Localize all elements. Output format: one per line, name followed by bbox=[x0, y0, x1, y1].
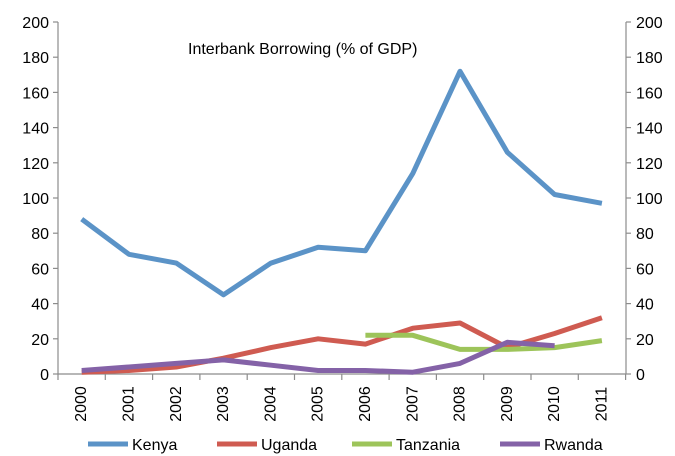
legend-label-uganda: Uganda bbox=[261, 437, 317, 454]
right-y-tick-label: 120 bbox=[636, 156, 663, 173]
right-y-tick-label: 0 bbox=[636, 367, 645, 384]
x-tick-label: 2011 bbox=[593, 387, 610, 422]
x-tick-label: 2008 bbox=[452, 386, 469, 422]
right-y-tick-label: 200 bbox=[636, 15, 663, 32]
x-tick-label: 2004 bbox=[262, 386, 279, 422]
left-y-tick-label: 120 bbox=[22, 156, 49, 173]
left-y-tick-label: 200 bbox=[22, 15, 49, 32]
right-y-tick-label: 140 bbox=[636, 121, 663, 138]
left-y-tick-label: 60 bbox=[31, 261, 49, 278]
series-layer bbox=[80, 68, 603, 375]
x-tick-label: 2009 bbox=[499, 386, 516, 422]
x-tick-label: 2003 bbox=[215, 386, 232, 422]
x-tick-label: 2002 bbox=[168, 386, 185, 422]
series-line-rwanda bbox=[81, 339, 555, 375]
series-line-tanzania bbox=[365, 332, 603, 352]
x-tick-label: 2007 bbox=[404, 386, 421, 422]
chart-title: Interbank Borrowing (% of GDP) bbox=[188, 41, 417, 58]
right-y-tick-label: 160 bbox=[636, 85, 663, 102]
legend-label-kenya: Kenya bbox=[132, 437, 177, 454]
left-y-tick-label: 100 bbox=[22, 191, 49, 208]
left-y-tick-label: 80 bbox=[31, 226, 49, 243]
right-y-tick-label: 100 bbox=[636, 191, 663, 208]
left-y-tick-label: 160 bbox=[22, 85, 49, 102]
left-y-tick-label: 40 bbox=[31, 297, 49, 314]
right-y-tick-label: 20 bbox=[636, 332, 654, 349]
x-tick-label: 2001 bbox=[120, 386, 137, 422]
right-y-tick-label: 40 bbox=[636, 297, 654, 314]
right-y-tick-label: 180 bbox=[636, 50, 663, 67]
legend-label-tanzania: Tanzania bbox=[396, 437, 460, 454]
right-y-tick-label: 60 bbox=[636, 261, 654, 278]
left-y-tick-label: 0 bbox=[40, 367, 49, 384]
series-line-kenya bbox=[80, 68, 603, 298]
left-y-tick-label: 140 bbox=[22, 121, 49, 138]
axis-ticks: 0 0 20 20 40 40 60 60 80 80 100 100 120 120 140 140 160 1… bbox=[22, 15, 663, 422]
x-tick-label: 2005 bbox=[310, 386, 327, 422]
left-y-tick-label: 180 bbox=[22, 50, 49, 67]
x-tick-label: 2000 bbox=[73, 386, 90, 422]
x-tick-label: 2010 bbox=[546, 386, 563, 422]
x-tick-label: 2006 bbox=[357, 386, 374, 422]
legend-label-rwanda: Rwanda bbox=[544, 437, 603, 454]
right-y-tick-label: 80 bbox=[636, 226, 654, 243]
left-y-tick-label: 20 bbox=[31, 332, 49, 349]
legend: Kenya Uganda Tanzania Rwanda bbox=[88, 437, 603, 454]
